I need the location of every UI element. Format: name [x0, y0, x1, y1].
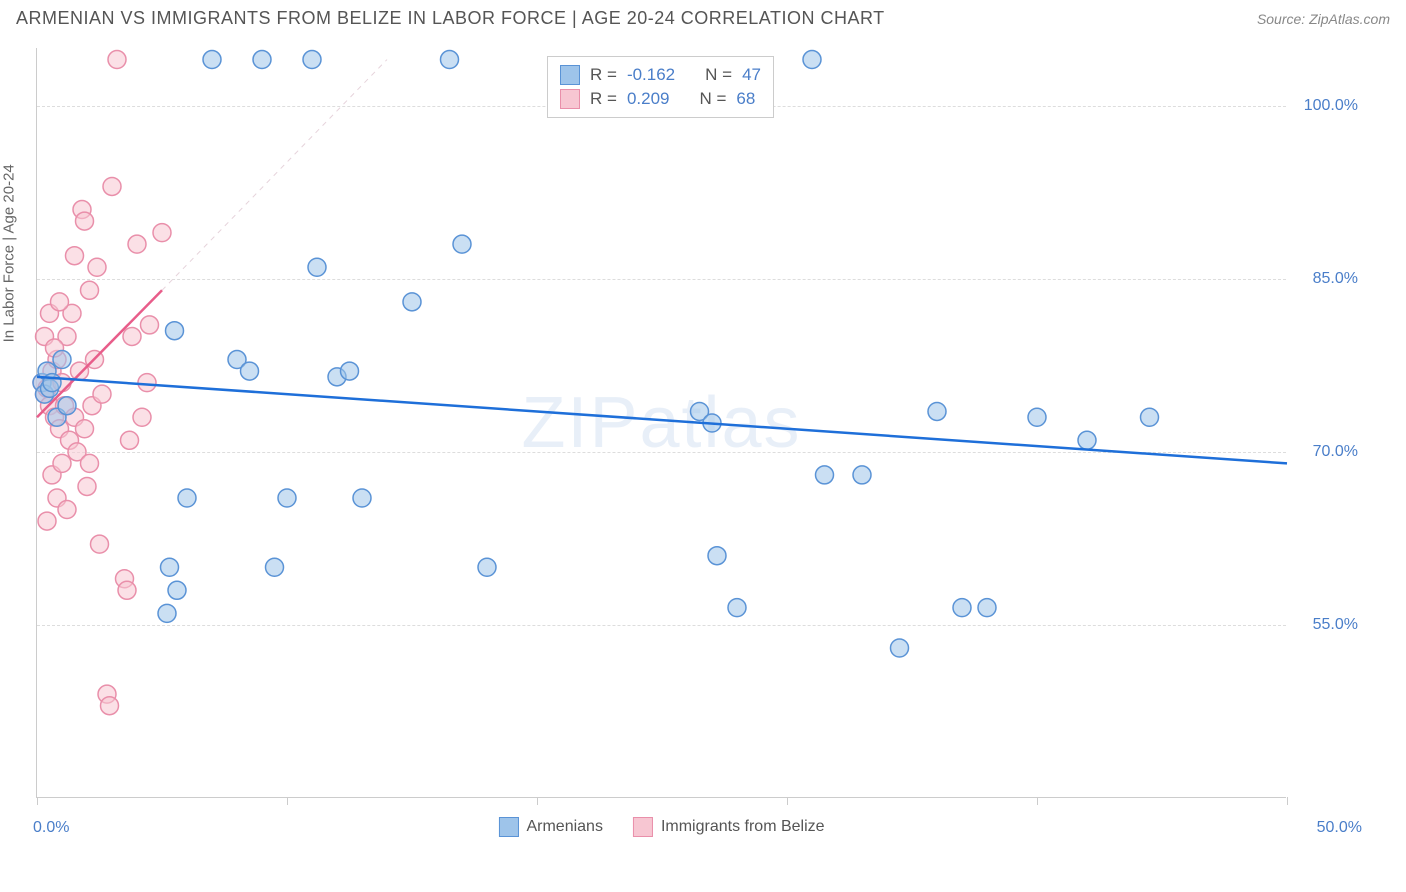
scatter-point [53, 351, 71, 369]
scatter-point [138, 374, 156, 392]
scatter-point [161, 558, 179, 576]
scatter-point [71, 362, 89, 380]
scatter-point [341, 362, 359, 380]
scatter-point [953, 599, 971, 617]
scatter-point [168, 581, 186, 599]
scatter-point [708, 547, 726, 565]
r-val-2: 0.209 [627, 89, 670, 109]
source-attribution: Source: ZipAtlas.com [1257, 11, 1390, 27]
stats-row-series1: R = -0.162 N = 47 [560, 63, 761, 87]
scatter-point [76, 212, 94, 230]
scatter-point [101, 697, 119, 715]
scatter-point [478, 558, 496, 576]
scatter-point [51, 293, 69, 311]
legend-label-2: Immigrants from Belize [661, 818, 825, 836]
scatter-point [108, 51, 126, 69]
x-tick [287, 797, 288, 805]
trend-line [162, 60, 387, 291]
scatter-point [38, 512, 56, 530]
scatter-point [81, 281, 99, 299]
scatter-point [303, 51, 321, 69]
n-label-1: N = [705, 65, 732, 85]
x-tick [37, 797, 38, 805]
y-tick-label: 100.0% [1304, 97, 1358, 115]
scatter-point [453, 235, 471, 253]
x-tick [787, 797, 788, 805]
scatter-point [121, 431, 139, 449]
scatter-point [166, 322, 184, 340]
scatter-point [66, 247, 84, 265]
scatter-point [53, 454, 71, 472]
scatter-point [1141, 408, 1159, 426]
scatter-point [253, 51, 271, 69]
r-val-1: -0.162 [627, 65, 675, 85]
legend-item-belize: Immigrants from Belize [633, 817, 825, 837]
legend-swatch-blue [498, 817, 518, 837]
bottom-legend: Armenians Immigrants from Belize [498, 817, 824, 837]
scatter-point [141, 316, 159, 334]
x-tick [1287, 797, 1288, 805]
scatter-point [158, 604, 176, 622]
scatter-point [88, 258, 106, 276]
x-axis-start-label: 0.0% [33, 819, 69, 837]
scatter-point [278, 489, 296, 507]
scatter-point [816, 466, 834, 484]
y-tick-label: 85.0% [1313, 270, 1358, 288]
legend-item-armenians: Armenians [498, 817, 602, 837]
plot-svg [37, 48, 1286, 797]
r-label-1: R = [590, 65, 617, 85]
scatter-point [123, 327, 141, 345]
scatter-point [353, 489, 371, 507]
scatter-point [153, 224, 171, 242]
legend-label-1: Armenians [526, 818, 602, 836]
scatter-point [266, 558, 284, 576]
chart-title: ARMENIAN VS IMMIGRANTS FROM BELIZE IN LA… [16, 8, 885, 29]
scatter-point [91, 535, 109, 553]
scatter-point [403, 293, 421, 311]
swatch-blue [560, 65, 580, 85]
stats-row-series2: R = 0.209 N = 68 [560, 87, 761, 111]
scatter-point [58, 397, 76, 415]
swatch-pink [560, 89, 580, 109]
scatter-point [441, 51, 459, 69]
scatter-point [133, 408, 151, 426]
scatter-point [1028, 408, 1046, 426]
scatter-point [76, 420, 94, 438]
n-val-1: 47 [742, 65, 761, 85]
scatter-point [728, 599, 746, 617]
scatter-point [928, 402, 946, 420]
scatter-plot-area: In Labor Force | Age 20-24 ZIPatlas 55.0… [36, 48, 1286, 798]
scatter-point [128, 235, 146, 253]
scatter-point [308, 258, 326, 276]
x-tick [1037, 797, 1038, 805]
r-label-2: R = [590, 89, 617, 109]
scatter-point [81, 454, 99, 472]
x-axis-end-label: 50.0% [1317, 819, 1362, 837]
scatter-point [58, 501, 76, 519]
scatter-point [853, 466, 871, 484]
scatter-point [241, 362, 259, 380]
scatter-point [803, 51, 821, 69]
n-val-2: 68 [736, 89, 755, 109]
legend-swatch-pink [633, 817, 653, 837]
scatter-point [118, 581, 136, 599]
scatter-point [978, 599, 996, 617]
correlation-stats-box: R = -0.162 N = 47 R = 0.209 N = 68 [547, 56, 774, 118]
scatter-point [891, 639, 909, 657]
scatter-point [93, 385, 111, 403]
scatter-point [78, 477, 96, 495]
y-axis-title: In Labor Force | Age 20-24 [1, 164, 18, 342]
scatter-point [203, 51, 221, 69]
y-tick-label: 70.0% [1313, 443, 1358, 461]
x-tick [537, 797, 538, 805]
scatter-point [1078, 431, 1096, 449]
y-tick-label: 55.0% [1313, 616, 1358, 634]
trend-line [37, 377, 1287, 464]
scatter-point [103, 177, 121, 195]
scatter-point [178, 489, 196, 507]
n-label-2: N = [699, 89, 726, 109]
